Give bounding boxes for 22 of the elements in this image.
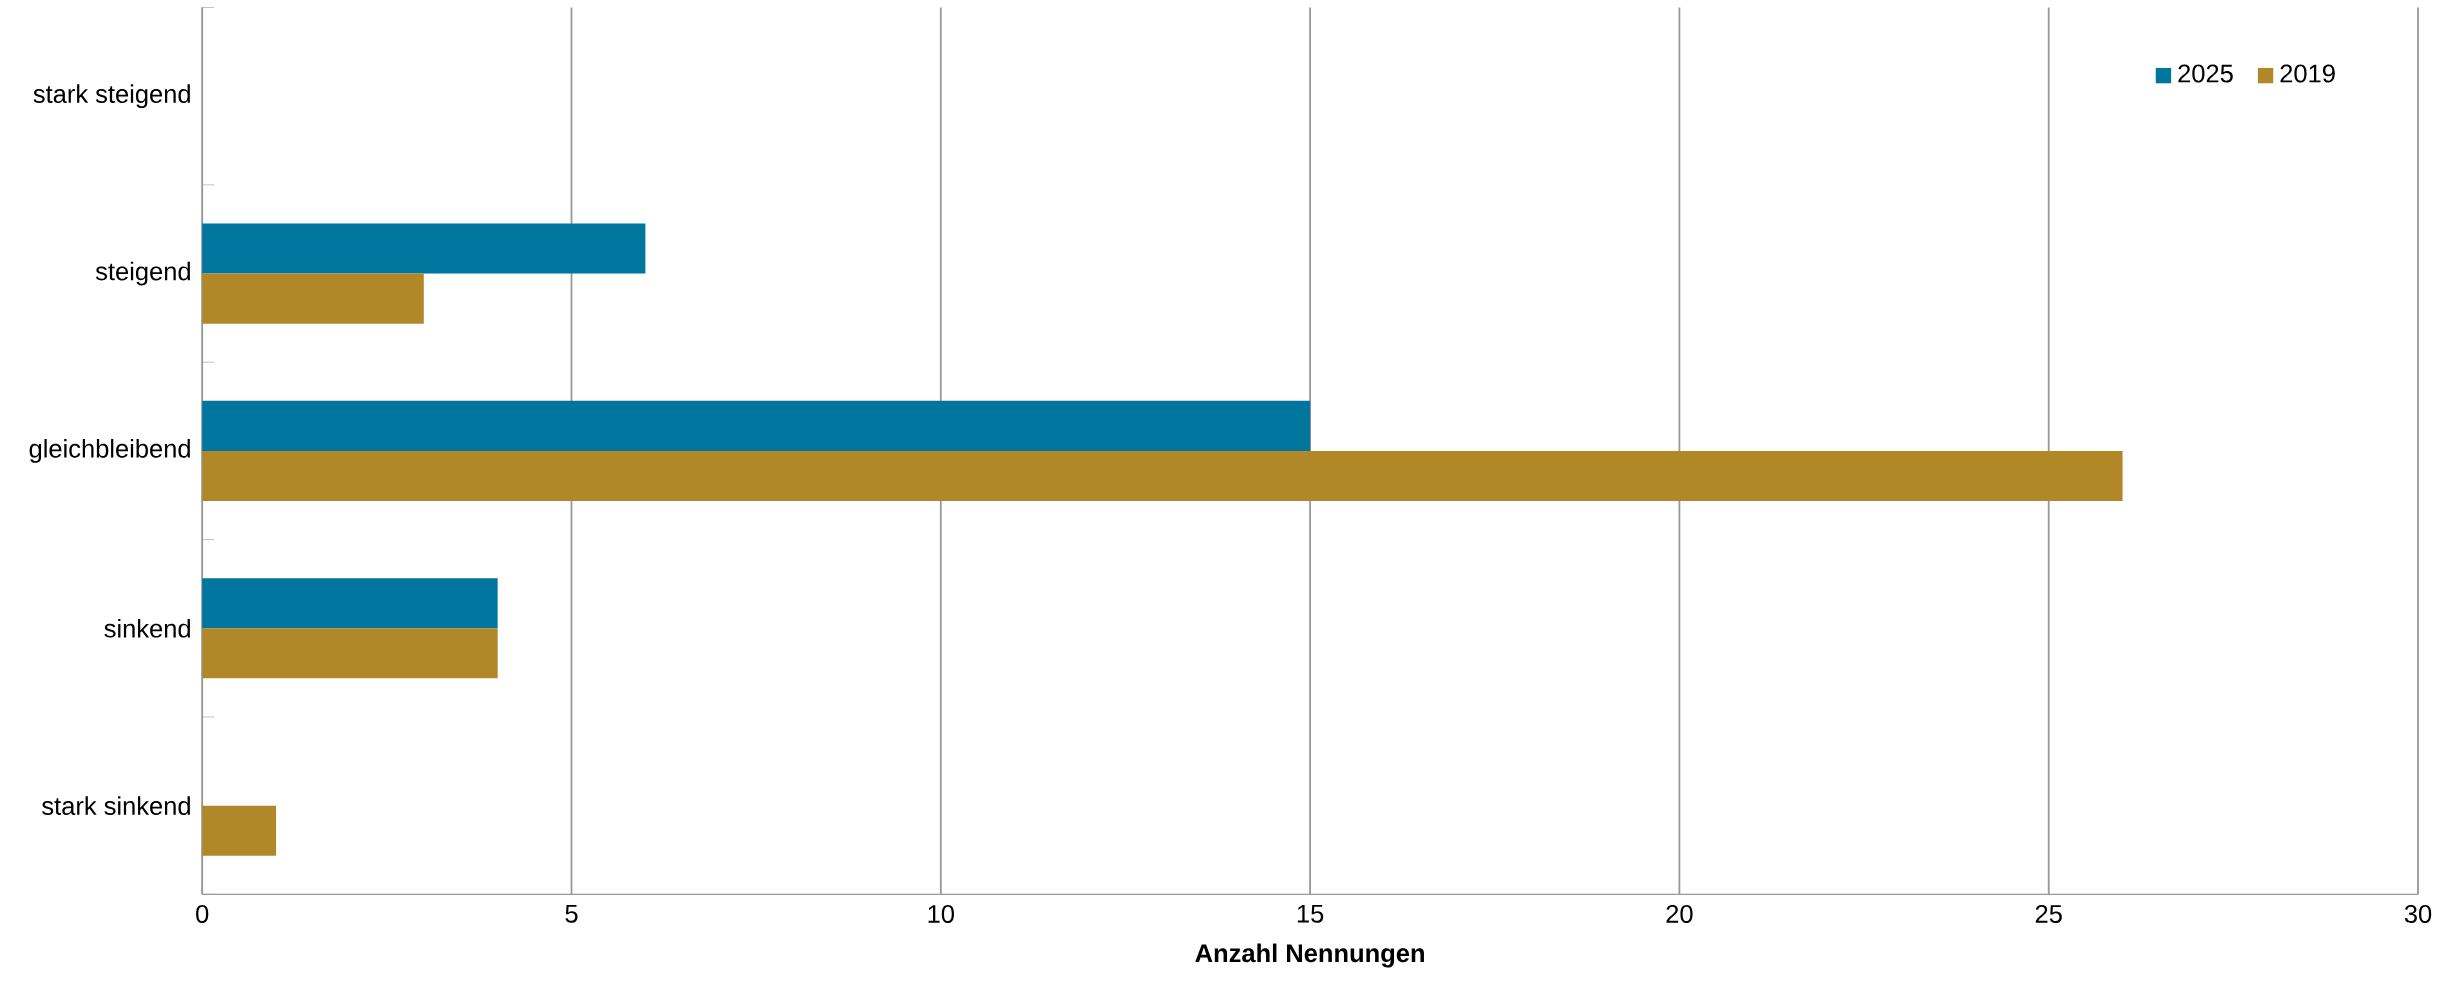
y-tick-label: steigend [95, 261, 190, 286]
x-tick-label: 25 [2035, 904, 2062, 923]
x-axis-title: Anzahl Nennungen [1195, 943, 1424, 968]
y-tick-label: stark steigend [33, 84, 190, 109]
bar [202, 400, 1311, 451]
x-tick-label: 10 [928, 904, 954, 923]
legend-label: 2025 [2178, 64, 2233, 83]
x-tick-label: 0 [196, 904, 209, 923]
x-tick-label: 20 [1666, 904, 1693, 923]
bar [202, 450, 2123, 502]
bar [202, 578, 498, 629]
x-tick-label: 30 [2404, 904, 2432, 923]
x-tick-label: 5 [565, 904, 578, 923]
x-tick-label: 15 [1297, 904, 1324, 923]
y-tick-label: sinkend [104, 618, 190, 638]
bar [202, 273, 424, 324]
y-tick-label: stark sinkend [42, 796, 190, 816]
bar [202, 628, 498, 679]
bar [202, 805, 277, 856]
y-tick-label: gleichbleibend [29, 439, 190, 463]
bar [202, 223, 646, 274]
legend-label: 2019 [2280, 64, 2335, 83]
